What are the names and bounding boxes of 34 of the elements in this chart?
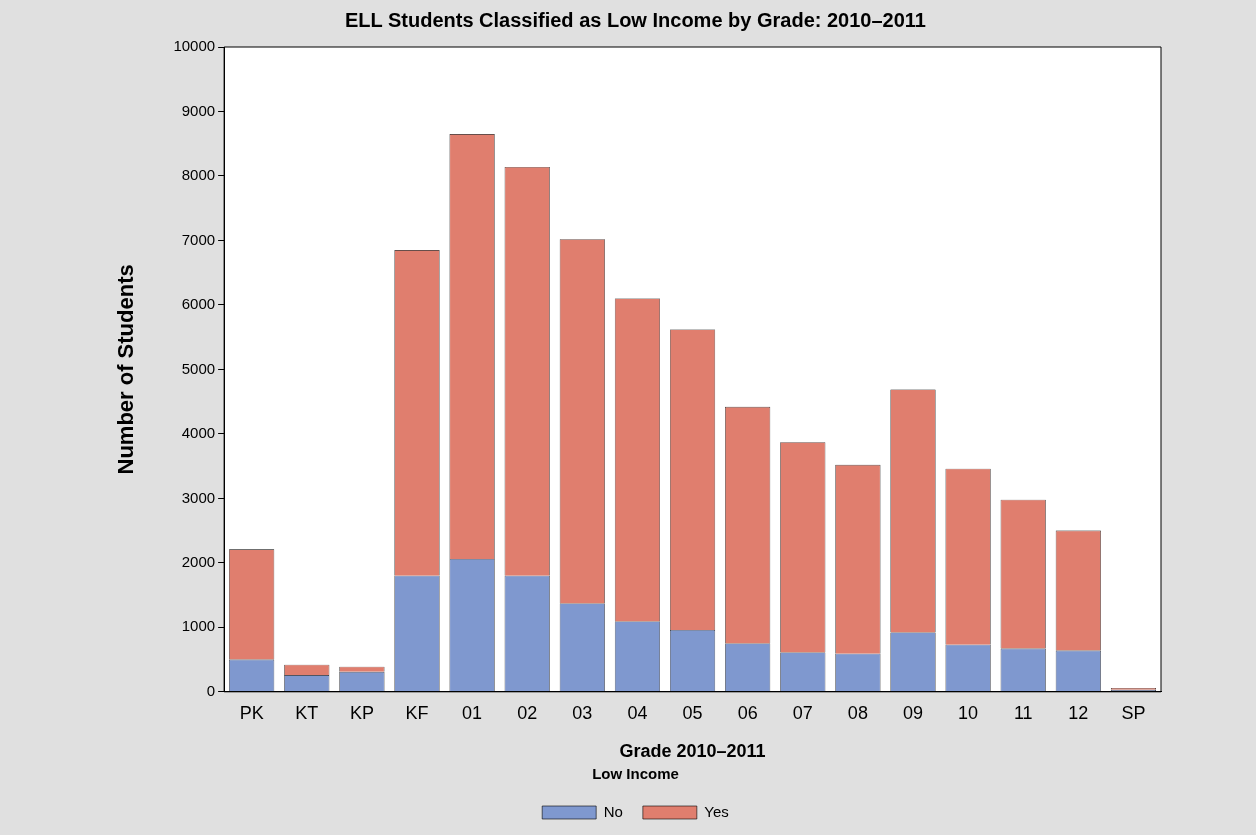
legend-label: No	[603, 802, 623, 820]
chart-title: ELL Students Classified as Low Income by Grade: 2010–2011	[345, 8, 926, 31]
y-axis-title: Number of Students	[113, 264, 139, 475]
x-tick-label: KF	[405, 702, 429, 723]
x-tick-label: 06	[737, 702, 758, 723]
x-tick-label: 07	[792, 702, 813, 723]
y-tick-label: 6000	[181, 295, 216, 313]
x-tick-label: 03	[572, 702, 593, 723]
legend-label: Yes	[704, 802, 729, 820]
x-tick-label: 08	[847, 702, 868, 723]
y-tick-label: 8000	[181, 166, 216, 184]
x-tick-label: PK	[239, 702, 264, 723]
y-tick-label: 2000	[181, 552, 216, 570]
x-tick-label: KT	[295, 702, 319, 723]
x-tick-label: 09	[902, 702, 924, 723]
x-tick-label: 05	[682, 702, 703, 723]
y-tick-label: 4000	[181, 424, 216, 442]
legend-title: Low Income	[592, 764, 679, 782]
x-tick-label: 02	[517, 702, 538, 723]
x-tick-label: 10	[958, 702, 979, 723]
x-tick-label: 12	[1068, 702, 1089, 723]
y-tick-label: 10000	[173, 37, 216, 55]
x-tick-label: 11	[1013, 702, 1033, 723]
y-tick-label: 7000	[181, 230, 216, 248]
y-tick-label: 5000	[181, 359, 216, 377]
y-tick-label: 0	[206, 681, 216, 699]
x-tick-label: SP	[1121, 702, 1146, 723]
y-tick-label: 9000	[181, 101, 216, 119]
x-tick-label: KP	[349, 702, 374, 723]
y-tick-label: 1000	[181, 617, 216, 635]
x-tick-label: 01	[462, 702, 483, 723]
x-axis-title: Grade 2010–2011	[619, 741, 766, 762]
x-tick-label: 04	[627, 702, 648, 723]
y-tick-label: 3000	[181, 488, 216, 506]
